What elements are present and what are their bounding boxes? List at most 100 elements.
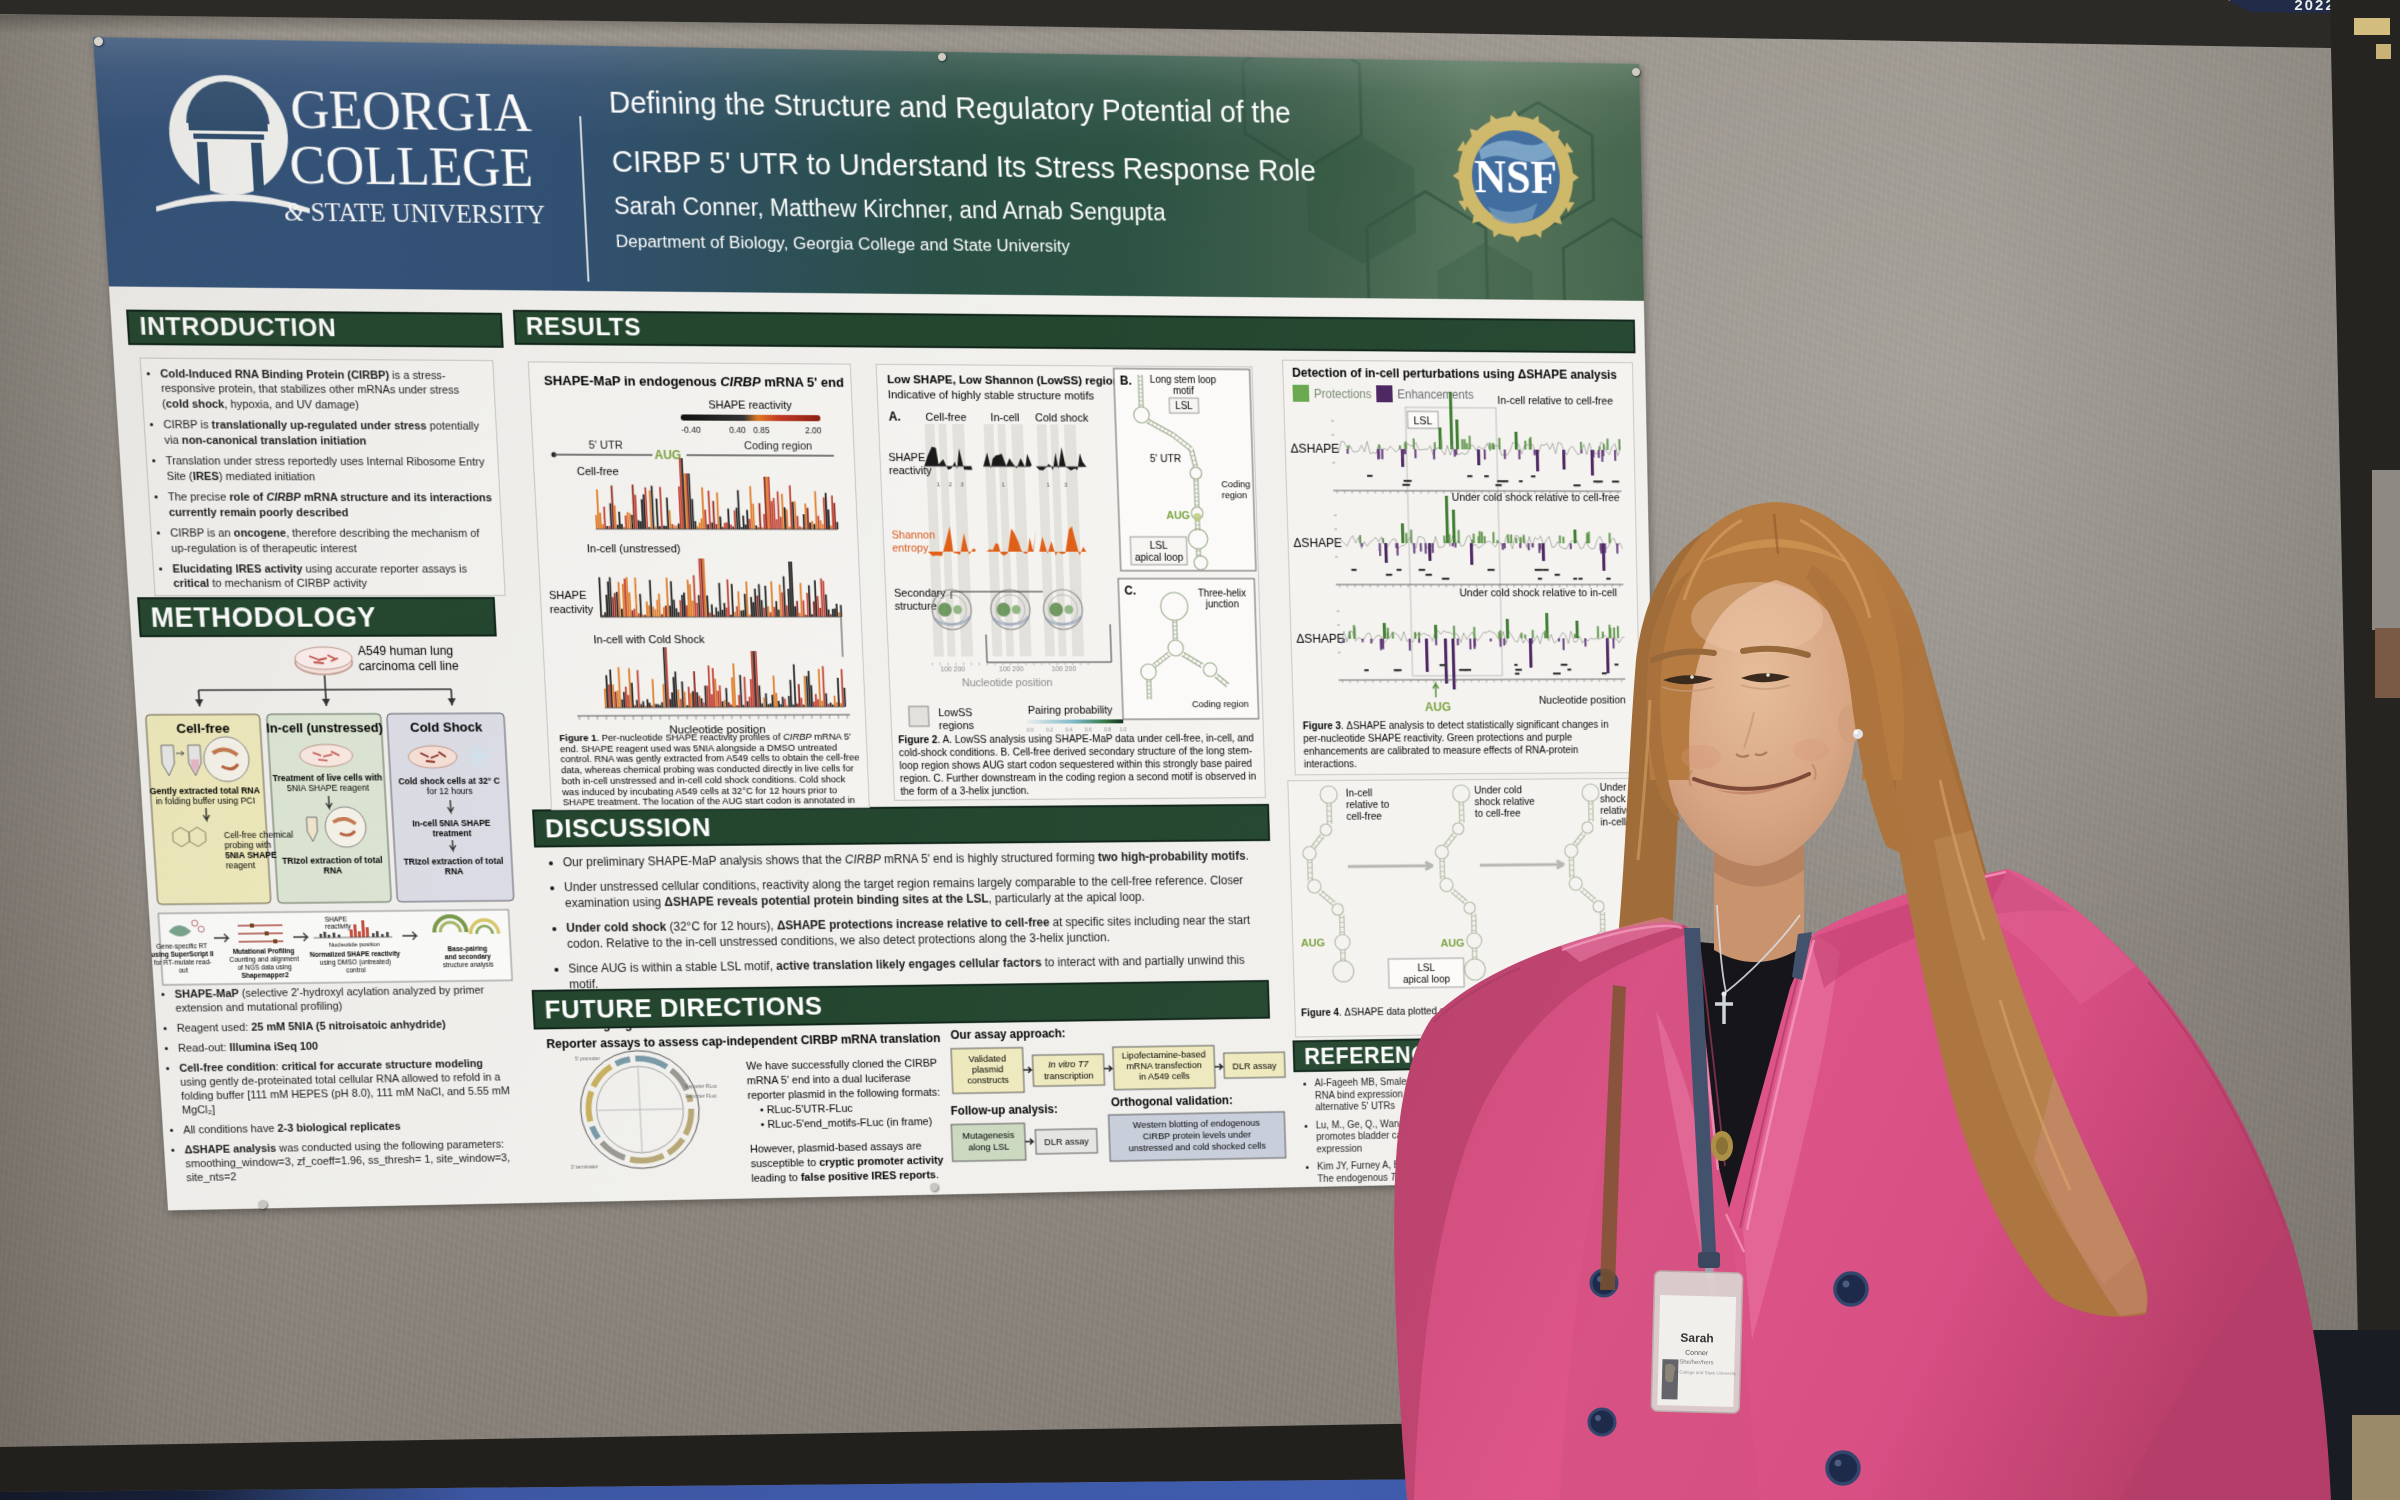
svg-text:SHAPE: SHAPE bbox=[549, 589, 587, 601]
svg-text:Nucleotide position: Nucleotide position bbox=[669, 723, 766, 737]
svg-text:A549 human lung: A549 human lung bbox=[357, 643, 453, 658]
svg-text:shock: shock bbox=[1600, 794, 1626, 805]
svg-text:regions: regions bbox=[939, 720, 975, 732]
svg-text:relative to: relative to bbox=[1600, 805, 1643, 816]
svg-text:Follow-up analysis:: Follow-up analysis: bbox=[950, 1102, 1058, 1118]
svg-text:2: 2 bbox=[949, 482, 953, 489]
svg-text:treatment: treatment bbox=[432, 828, 471, 838]
svg-text:DLR assay: DLR assay bbox=[1232, 1061, 1276, 1072]
svg-text:She/her/hers: She/her/hers bbox=[1679, 1360, 1714, 1367]
svg-text:Nucleotide position: Nucleotide position bbox=[329, 941, 381, 948]
svg-text:apical loop: apical loop bbox=[1135, 552, 1184, 563]
svg-text:carcinoma cell line: carcinoma cell line bbox=[358, 659, 459, 674]
svg-text:100 200: 100 200 bbox=[1051, 665, 1076, 673]
svg-text:100 200: 100 200 bbox=[999, 665, 1024, 674]
svg-text:3: 3 bbox=[1064, 482, 1068, 489]
svg-text:TRIzol extraction of total: TRIzol extraction of total bbox=[403, 856, 503, 866]
svg-text:Counting and alignment: Counting and alignment bbox=[229, 956, 299, 963]
svg-text:AUG: AUG bbox=[654, 448, 682, 463]
svg-text:0.6: 0.6 bbox=[1085, 728, 1092, 734]
svg-text:CIRBP protein levels under: CIRBP protein levels under bbox=[1142, 1130, 1251, 1142]
svg-text:along LSL: along LSL bbox=[968, 1142, 1010, 1153]
svg-text:apical loop: apical loop bbox=[1403, 974, 1450, 986]
svg-text:In vitro T7: In vitro T7 bbox=[1048, 1060, 1089, 1071]
svg-text:1.0: 1.0 bbox=[1120, 727, 1127, 733]
svg-text:Long stem loop: Long stem loop bbox=[1150, 374, 1217, 386]
svg-text:In-cell: In-cell bbox=[1346, 788, 1373, 799]
svg-text:for RT-mutate read-: for RT-mutate read- bbox=[154, 959, 212, 966]
svg-text:AUG: AUG bbox=[1440, 937, 1464, 950]
svg-text:Validated: Validated bbox=[968, 1054, 1006, 1065]
svg-text:Cell-free: Cell-free bbox=[176, 721, 231, 736]
svg-text:Coding region: Coding region bbox=[744, 440, 813, 453]
svg-text:relative to: relative to bbox=[1346, 800, 1389, 811]
svg-text:reporter plasmid in the follow: reporter plasmid in the following format… bbox=[747, 1086, 940, 1101]
svg-text:Orthogonal validation:: Orthogonal validation: bbox=[1111, 1093, 1233, 1109]
svg-text:Nucleotide position: Nucleotide position bbox=[962, 677, 1053, 690]
svg-text:Cold shock: Cold shock bbox=[1035, 412, 1089, 425]
svg-text:to cell-free: to cell-free bbox=[1475, 808, 1521, 819]
svg-text:for 12 hours: for 12 hours bbox=[427, 786, 474, 796]
svg-text:entropy: entropy bbox=[892, 542, 929, 554]
svg-text:Gene-specific RT: Gene-specific RT bbox=[156, 943, 208, 950]
svg-text:Reporter assays to assess cap-: Reporter assays to assess cap-independen… bbox=[546, 1031, 941, 1051]
svg-text:Reporter RLuc: Reporter RLuc bbox=[685, 1084, 717, 1090]
svg-text:unstressed and cold shocked ce: unstressed and cold shocked cells bbox=[1128, 1141, 1265, 1154]
svg-text:0.0: 0.0 bbox=[1027, 728, 1034, 734]
svg-text:reactivity: reactivity bbox=[889, 465, 932, 478]
svg-text:5' UTR: 5' UTR bbox=[1150, 454, 1182, 465]
svg-text:Our assay approach:: Our assay approach: bbox=[950, 1026, 1066, 1042]
svg-text:1: 1 bbox=[937, 482, 941, 489]
svg-text:• RLuc-5'UTR-FLuc: • RLuc-5'UTR-FLuc bbox=[760, 1103, 853, 1117]
svg-text:Sarah Conner, Matthew Kirchner: Sarah Conner, Matthew Kirchner, and Arna… bbox=[613, 194, 1166, 227]
svg-text:Lipofectamine-based: Lipofectamine-based bbox=[1122, 1050, 1206, 1061]
svg-text:• RLuc-5'end_motifs-FLuc (in: • RLuc-5'end_motifs-FLuc (in frame) bbox=[760, 1116, 932, 1131]
svg-text:RNA: RNA bbox=[323, 866, 343, 876]
svg-text:junction: junction bbox=[1205, 599, 1239, 610]
svg-text:NSF: NSF bbox=[1474, 151, 1558, 203]
svg-text:AUG: AUG bbox=[1166, 510, 1190, 522]
svg-text:AUG: AUG bbox=[1301, 936, 1326, 949]
svg-text:of NGS data using: of NGS data using bbox=[238, 964, 292, 971]
svg-text:Secondary: Secondary bbox=[894, 587, 946, 599]
svg-text:0.4: 0.4 bbox=[1065, 728, 1072, 734]
svg-text:mRNA 5' end into a dual lucife: mRNA 5' end into a dual luciferase bbox=[747, 1072, 912, 1087]
svg-text:Cold Shock: Cold Shock bbox=[410, 720, 483, 735]
svg-text:In-cell with Cold Shock: In-cell with Cold Shock bbox=[593, 634, 705, 647]
svg-text:SHAPE-MaP in endogenous CIRBP: SHAPE-MaP in endogenous CIRBP mRNA 5' en… bbox=[544, 373, 845, 389]
svg-text:0.85: 0.85 bbox=[753, 425, 770, 435]
svg-text:LSL: LSL bbox=[1417, 963, 1435, 974]
svg-text:in folding buffer using PCI: in folding buffer using PCI bbox=[155, 796, 255, 806]
svg-text:C.: C. bbox=[1124, 583, 1136, 597]
svg-text:in-cell: in-cell bbox=[1600, 817, 1626, 828]
svg-text:In-cell relative to cell-free: In-cell relative to cell-free bbox=[1497, 395, 1613, 408]
svg-text:2.00: 2.00 bbox=[805, 426, 822, 436]
svg-text:LowSS: LowSS bbox=[938, 707, 973, 719]
svg-text:per-nucleotide SHAPE reactivit: per-nucleotide SHAPE reactivity. Green p… bbox=[1303, 732, 1572, 745]
svg-text:Cell-free: Cell-free bbox=[577, 465, 619, 478]
svg-text:enhancements are calibrated to: enhancements are calibrated to measure e… bbox=[1303, 745, 1578, 758]
svg-text:& STATE UNIVERSITY: & STATE UNIVERSITY bbox=[283, 197, 546, 230]
svg-text:Protections: Protections bbox=[1314, 387, 1372, 401]
svg-text:structure analysis: structure analysis bbox=[443, 962, 494, 969]
svg-text:using SuperScript II: using SuperScript II bbox=[151, 951, 214, 958]
svg-text:using DMSO (untreated): using DMSO (untreated) bbox=[320, 959, 391, 966]
svg-text:Under cold shock relative to i: Under cold shock relative to in-cell bbox=[1459, 587, 1617, 599]
svg-text:structure: structure bbox=[894, 600, 936, 612]
svg-text:Low SHAPE, Low Shannon (LowSS): Low SHAPE, Low Shannon (LowSS) regions bbox=[887, 373, 1126, 388]
svg-text:Shapemapper2: Shapemapper2 bbox=[241, 973, 289, 980]
svg-text:susceptible to cryptic promote: susceptible to cryptic promoter activity bbox=[750, 1154, 944, 1170]
svg-text:Normalized SHAPE reactivity: Normalized SHAPE reactivity bbox=[310, 951, 401, 959]
svg-text:leading to false positive IRES: leading to false positive IRES reports. bbox=[751, 1169, 939, 1185]
svg-text:3: 3 bbox=[960, 482, 964, 489]
svg-text:However, plasmid-based assays: However, plasmid-based assays are bbox=[750, 1140, 922, 1155]
svg-text:Reporter FLuc: Reporter FLuc bbox=[686, 1094, 718, 1100]
svg-text:Base-pairing: Base-pairing bbox=[448, 946, 488, 953]
svg-text:5' UTR: 5' UTR bbox=[588, 439, 623, 452]
svg-text:constructs: constructs bbox=[967, 1075, 1009, 1086]
svg-text:Figure 4. ΔSHAPE data plotted: Figure 4. ΔSHAPE data plotted on cell bbox=[1301, 1006, 1468, 1019]
svg-text:5NIA SHAPE: 5NIA SHAPE bbox=[225, 850, 277, 860]
svg-text:Nucleotide position: Nucleotide position bbox=[1539, 694, 1626, 706]
svg-text:reagent: reagent bbox=[226, 861, 256, 871]
svg-text:mRNA transfection: mRNA transfection bbox=[1126, 1061, 1202, 1072]
